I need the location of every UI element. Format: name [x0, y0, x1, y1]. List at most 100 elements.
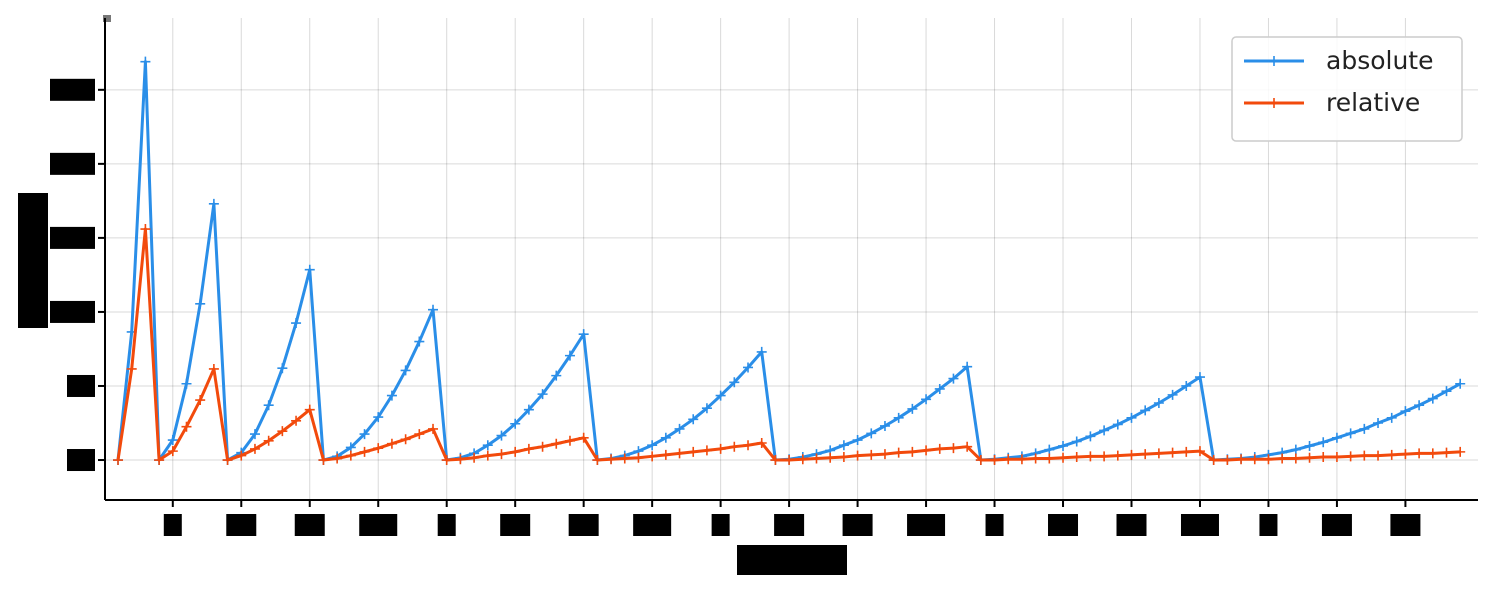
- point-marker: [1112, 419, 1123, 430]
- point-marker: [277, 363, 288, 374]
- point-marker: [304, 264, 315, 275]
- point-marker: [647, 440, 658, 451]
- point-marker: [1058, 452, 1069, 463]
- point-marker: [564, 435, 575, 446]
- y-tick-label-redacted: [50, 78, 95, 101]
- point-marker: [1359, 423, 1370, 434]
- point-marker: [1249, 454, 1260, 465]
- x-tick-label-redacted: [1259, 514, 1278, 536]
- point-marker: [496, 449, 507, 460]
- point-marker: [537, 441, 548, 452]
- point-marker: [1441, 447, 1452, 458]
- point-marker: [1140, 449, 1151, 460]
- point-marker: [1427, 393, 1438, 404]
- x-tick-label-redacted: [163, 514, 182, 536]
- point-marker: [414, 429, 425, 440]
- point-marker: [482, 450, 493, 461]
- y-tick-label-redacted: [50, 300, 95, 323]
- point-marker: [140, 56, 151, 67]
- point-marker: [1400, 406, 1411, 417]
- point-marker: [1263, 454, 1274, 465]
- x-tick-label-redacted: [633, 514, 672, 536]
- point-marker: [1400, 449, 1411, 460]
- point-marker: [1290, 453, 1301, 464]
- point-marker: [1318, 437, 1329, 448]
- y-axis-label-redacted: [18, 193, 48, 328]
- point-marker: [633, 452, 644, 463]
- point-marker: [948, 373, 959, 384]
- point-marker: [879, 449, 890, 460]
- x-tick-label-redacted: [1116, 514, 1147, 536]
- point-marker: [1441, 386, 1452, 397]
- point-marker: [195, 395, 206, 406]
- point-marker: [113, 455, 124, 466]
- point-marker: [386, 438, 397, 449]
- point-marker: [304, 404, 315, 415]
- point-marker: [1153, 398, 1164, 409]
- point-marker: [907, 446, 918, 457]
- point-marker: [838, 440, 849, 451]
- point-marker: [1126, 412, 1137, 423]
- point-marker: [715, 390, 726, 401]
- legend-label: relative: [1326, 88, 1420, 117]
- point-marker: [482, 440, 493, 451]
- y-tick-label-redacted: [67, 449, 95, 472]
- corner-marker: [103, 15, 111, 22]
- point-marker: [1236, 454, 1247, 465]
- legend-marker: [1269, 98, 1279, 108]
- point-marker: [551, 438, 562, 449]
- point-marker: [1016, 454, 1027, 465]
- point-marker: [1044, 453, 1055, 464]
- legend-box: [1231, 36, 1463, 142]
- point-marker: [866, 449, 877, 460]
- point-marker: [1126, 449, 1137, 460]
- point-marker: [1345, 451, 1356, 462]
- point-marker: [126, 363, 137, 374]
- point-marker: [893, 447, 904, 458]
- point-marker: [688, 446, 699, 457]
- point-marker: [756, 437, 767, 448]
- point-marker: [962, 441, 973, 452]
- x-tick-label-redacted: [1048, 514, 1079, 536]
- point-marker: [400, 434, 411, 445]
- point-marker: [263, 435, 274, 446]
- x-tick-label-redacted: [437, 514, 456, 536]
- point-marker: [1386, 412, 1397, 423]
- point-marker: [1099, 425, 1110, 436]
- point-marker: [263, 400, 274, 411]
- point-marker: [332, 453, 343, 464]
- point-marker: [373, 412, 384, 423]
- point-marker: [1277, 453, 1288, 464]
- point-marker: [510, 446, 521, 457]
- point-marker: [222, 455, 233, 466]
- point-marker: [701, 445, 712, 456]
- point-marker: [1181, 380, 1192, 391]
- point-marker: [1455, 378, 1466, 389]
- point-marker: [1318, 452, 1329, 463]
- point-marker: [743, 440, 754, 451]
- point-marker: [701, 403, 712, 414]
- point-marker: [1304, 440, 1315, 451]
- point-marker: [647, 451, 658, 462]
- point-marker: [838, 452, 849, 463]
- point-marker: [715, 443, 726, 454]
- point-marker: [879, 420, 890, 431]
- point-marker: [277, 426, 288, 437]
- point-marker: [318, 455, 329, 466]
- point-marker: [373, 443, 384, 454]
- point-marker: [606, 454, 617, 465]
- point-marker: [770, 455, 781, 466]
- point-marker: [1167, 447, 1178, 458]
- x-tick-label-redacted: [1321, 514, 1352, 536]
- point-marker: [140, 224, 151, 235]
- point-marker: [852, 450, 863, 461]
- point-marker: [1455, 446, 1466, 457]
- point-marker: [291, 415, 302, 426]
- point-marker: [756, 346, 767, 357]
- x-axis-label-redacted: [737, 545, 847, 575]
- point-marker: [1003, 454, 1014, 465]
- x-tick-label-redacted: [226, 514, 257, 536]
- point-marker: [428, 423, 439, 434]
- point-marker: [1112, 450, 1123, 461]
